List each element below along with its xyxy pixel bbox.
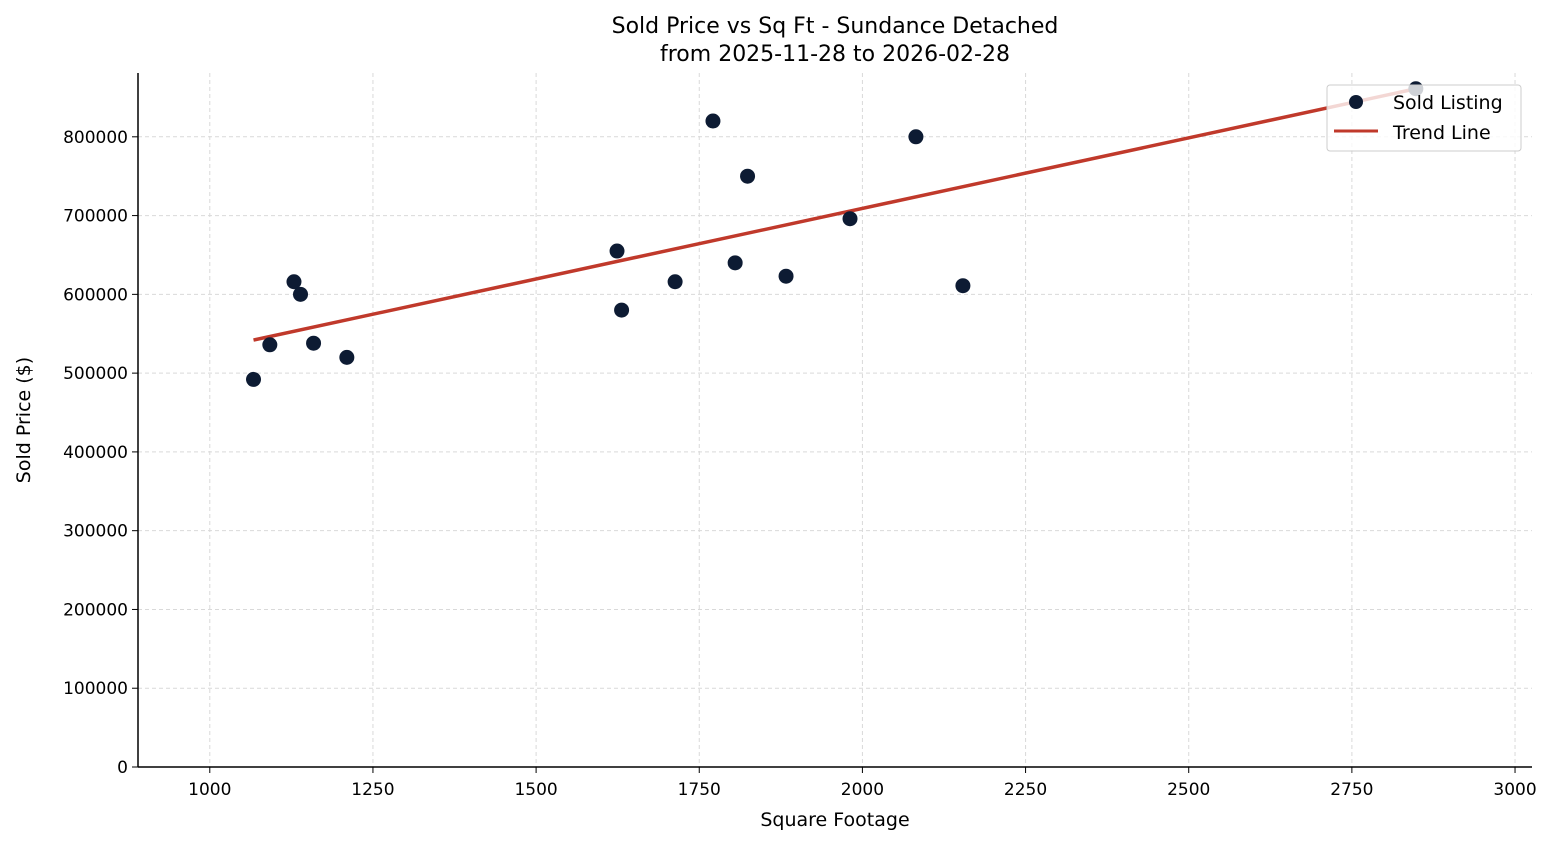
x-tick-label: 1000 [188, 780, 231, 800]
y-tick-label: 100000 [63, 679, 128, 699]
data-point [609, 243, 625, 259]
trend-line [253, 87, 1417, 342]
x-tick-label: 3000 [1493, 780, 1536, 800]
y-tick-label: 600000 [63, 285, 128, 305]
data-point [778, 268, 794, 284]
data-point [262, 337, 278, 353]
chart-title: Sold Price vs Sq Ft - Sundance Detached [612, 14, 1059, 39]
chart-subtitle: from 2025-11-28 to 2026-02-28 [660, 42, 1010, 67]
y-tick-label: 0 [117, 758, 128, 778]
y-tick-label: 800000 [63, 128, 128, 148]
data-point [667, 274, 683, 290]
data-point [246, 371, 262, 387]
legend-label-trend: Trend Line [1392, 122, 1491, 144]
x-tick-label: 2500 [1167, 780, 1210, 800]
data-point [614, 302, 630, 318]
y-tick-label: 500000 [63, 364, 128, 384]
data-point [293, 286, 309, 302]
x-tick-label: 1750 [678, 780, 721, 800]
x-axis-label: Square Footage [760, 809, 909, 831]
data-point [339, 349, 355, 365]
y-tick-label: 700000 [63, 207, 128, 227]
x-tick-label: 2000 [841, 780, 884, 800]
y-tick-label: 200000 [63, 600, 128, 620]
data-point [740, 168, 756, 184]
x-tick-label: 1500 [514, 780, 557, 800]
data-point [727, 255, 743, 271]
y-tick-label: 300000 [63, 522, 128, 542]
data-point [306, 335, 322, 351]
data-point [842, 211, 858, 227]
y-axis-label: Sold Price ($) [13, 357, 35, 483]
legend-marker-sold [1349, 95, 1363, 109]
data-point [705, 113, 721, 129]
legend: Sold Listing Trend Line [1326, 84, 1522, 152]
legend-label-sold: Sold Listing [1393, 92, 1503, 114]
x-tick-label: 2250 [1004, 780, 1047, 800]
x-tick-label: 2750 [1330, 780, 1373, 800]
data-point [286, 274, 302, 290]
data-point [908, 129, 924, 145]
x-tick-label: 1250 [351, 780, 394, 800]
y-tick-label: 400000 [63, 443, 128, 463]
data-point [955, 278, 971, 294]
